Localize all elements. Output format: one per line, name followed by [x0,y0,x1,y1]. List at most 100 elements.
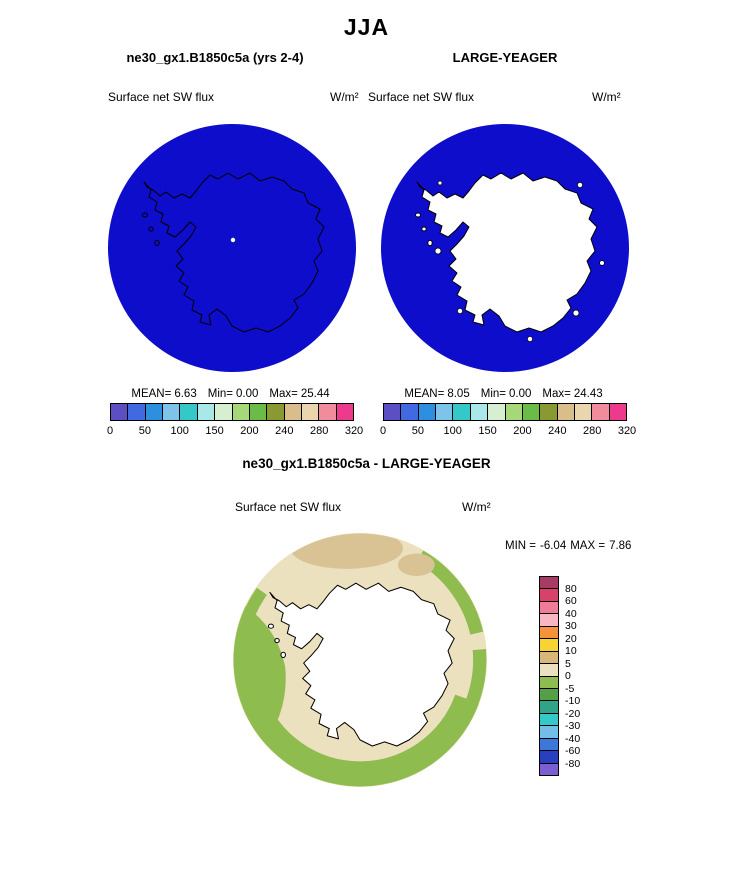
max-value: 24.43 [573,388,603,400]
diff-colorbar-cell [540,726,558,739]
diff-colorbar-cell [540,738,558,752]
flux-colorbar-cell [128,404,146,420]
diff-max-value: 7.86 [609,540,632,552]
diff-colorbar-cell [540,701,558,714]
flux-colorbar-cell [301,404,320,420]
flux-colorbar-tick-label: 0 [379,425,387,437]
diff-colorbar-cell [540,601,558,615]
diff-colorbar-tick-label: -20 [565,707,581,720]
polar-map-diff [233,533,487,787]
diff-colorbar-ticks: 80 60 40 30 20 10 5 0 -5 -10 -20 -30 -40 -60 -80 [565,576,599,776]
diff-min-label: MIN = [505,540,536,552]
diff-colorbar-cell [540,751,558,764]
flux-colorbar-cell [232,404,250,420]
flux-colorbar-cell [401,404,419,420]
flux-colorbar-tick-label: 150 [478,425,497,437]
diff-colorbar-tick-label: 80 [565,582,577,595]
diff-title: ne30_gx1.B1850c5a - LARGE-YEAGER [242,456,491,471]
panel-title-obs: LARGE-YEAGER [452,50,558,65]
mean-label: MEAN= [404,388,445,400]
diff-colorbar-tick-label: -60 [565,745,581,757]
diff-colorbar-tick-label: -5 [565,682,575,695]
flux-colorbar-tick-label: 240 [548,425,567,437]
diff-colorbar-tick-label: -80 [565,757,581,770]
flux-colorbar-tick-label: 280 [309,425,329,437]
diff-minmax-line: MIN = -6.04 MAX = 7.86 [505,540,635,552]
flux-colorbar-cell [249,404,268,420]
diff-colorbar-tick-label: 40 [565,607,577,620]
field-label-model: Surface net SW flux [108,90,215,104]
flux-colorbar-cell [319,404,337,420]
diff-colorbar-cell [540,713,558,727]
flux-colorbar-ticks: 0 50 100 150 200 240 280 320 [106,425,363,439]
diff-colorbar-cell [540,614,558,627]
diff-colorbar-cell [540,763,558,775]
diff-colorbar-tick-label: 30 [565,620,577,632]
season-title: JJA [343,14,390,40]
negative-region-east [462,648,487,714]
diff-colorbar-tick-label: 20 [565,632,577,645]
min-label: Min= [480,388,506,400]
diff-field-label: Surface net SW flux [235,500,342,514]
polar-map-model [108,124,356,372]
flux-colorbar-cell [488,404,506,420]
flux-colorbar-cell [145,404,164,420]
flux-colorbar-cell [574,404,593,420]
positive-region-north-2 [397,553,435,577]
flux-colorbar-cell [180,404,198,420]
flux-colorbar-cell [609,404,627,420]
flux-colorbar-tick-label: 0 [106,425,114,437]
flux-colorbar-cell [470,404,489,420]
flux-colorbar-cell [418,404,437,420]
negative-region-northwest [234,587,268,651]
flux-colorbar-ticks: 0 50 100 150 200 240 280 320 [379,425,636,439]
panel-title-model: ne30_gx1.B1850c5a (yrs 2-4) [126,50,304,65]
flux-colorbar [383,403,627,421]
diff-max-label: MAX = [570,540,606,552]
diff-colorbar-cell [540,639,558,652]
max-value: 25.44 [300,388,330,400]
flux-colorbar-cell [436,404,454,420]
flux-colorbar-tick-label: 240 [275,425,294,437]
max-label: Max= [542,388,571,400]
flux-colorbar-cell [384,404,402,420]
flux-colorbar-tick-label: 50 [138,425,151,437]
stats-line-model: MEAN= 6.63 Min= 0.00 Max= 25.44 [82,388,382,400]
max-label: Max= [269,388,298,400]
flux-colorbar-cell [197,404,216,420]
diff-colorbar-cell [540,577,558,590]
flux-colorbar-cell [522,404,541,420]
diff-colorbar-cell [540,589,558,602]
flux-colorbar-tick-label: 100 [443,425,462,437]
diff-colorbar-tick-label: 60 [565,595,577,607]
min-value: 0.00 [235,388,259,400]
flux-colorbar-tick-label: 320 [617,425,637,437]
sea-ice-specks [434,180,605,342]
flux-colorbar-tick-label: 150 [205,425,224,437]
mean-label: MEAN= [131,388,172,400]
diff-colorbar-tick-label: -30 [565,720,581,732]
diff-colorbar-cell [540,651,558,665]
diff-units-label: W/m² [462,500,491,514]
diff-colorbar-cell [540,664,558,677]
polar-map-obs [381,124,629,372]
min-value: 0.00 [508,388,532,400]
field-label-obs: Surface net SW flux [368,90,475,104]
mean-value: 6.63 [174,388,197,400]
diff-colorbar-cell [540,676,558,689]
diff-colorbar-cell [540,626,558,640]
flux-colorbar-cell [505,404,523,420]
flux-colorbar-tick-label: 200 [513,425,532,437]
flux-colorbar-cell [336,404,354,420]
flux-colorbar-tick-label: 200 [240,425,259,437]
flux-colorbar-cell [267,404,285,420]
negative-region-south [239,694,481,787]
flux-colorbar-cell [557,404,575,420]
mean-value: 8.05 [447,388,470,400]
diff-colorbar-tick-label: 0 [565,670,571,682]
pole-dot [230,237,236,243]
flux-colorbar-tick-label: 320 [344,425,364,437]
diff-colorbar-tick-label: 10 [565,645,577,657]
flux-colorbar-cell [540,404,558,420]
